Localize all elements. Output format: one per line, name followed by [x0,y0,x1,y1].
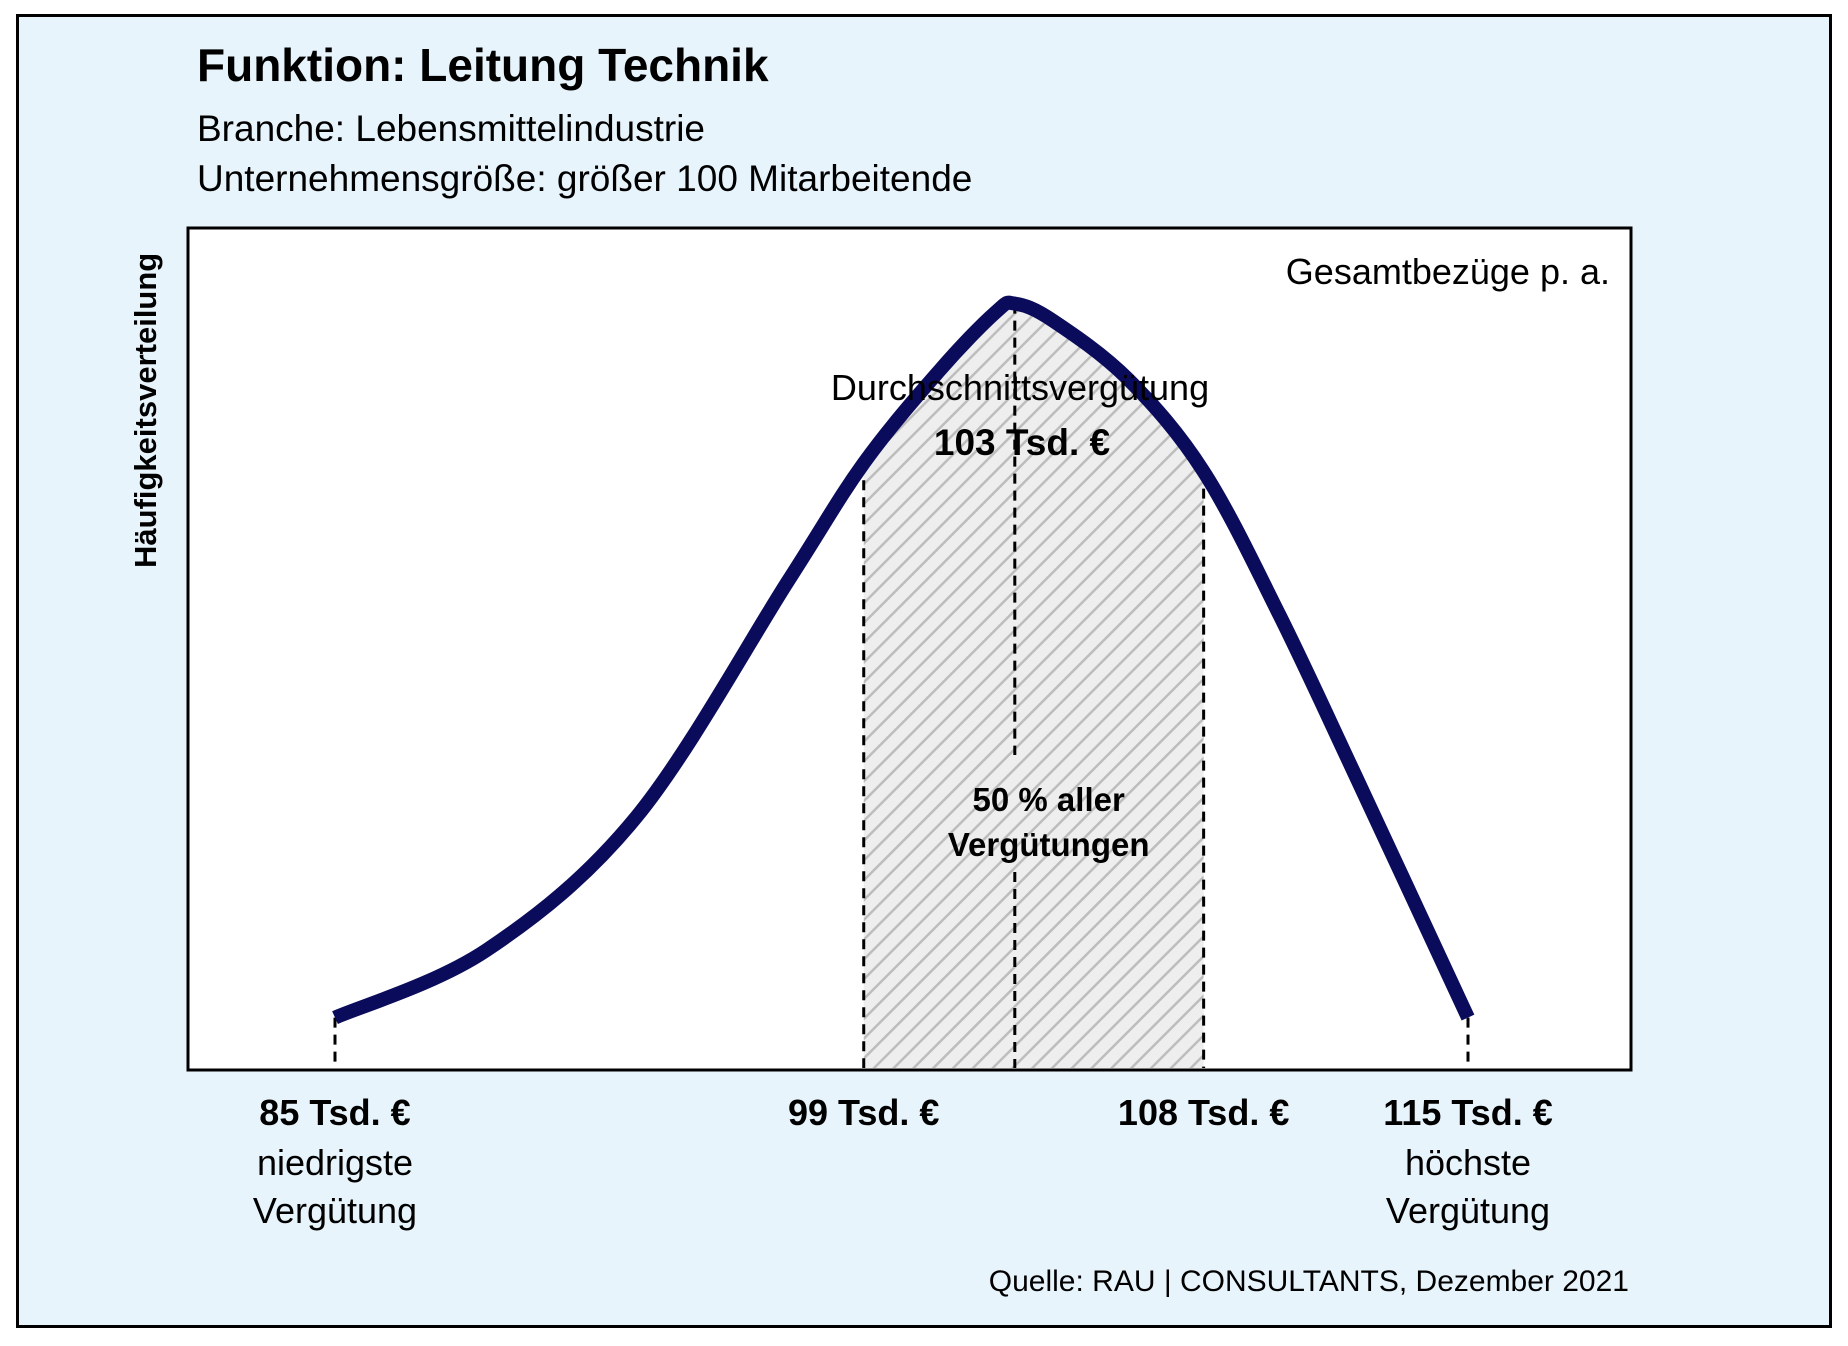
x-tick-note: niedrigste [257,1142,413,1183]
x-tick-label: 85 Tsd. € [259,1092,410,1133]
x-tick-label: 108 Tsd. € [1118,1092,1289,1133]
industry-subtitle: Branche: Lebensmittelindustrie [197,108,706,149]
x-tick-label: 99 Tsd. € [788,1092,939,1133]
range-label-line: Vergütungen [948,826,1150,863]
x-tick-label: 115 Tsd. € [1383,1092,1552,1133]
x-tick-note: höchste [1405,1142,1531,1183]
average-value-label: 103 Tsd. € [934,422,1110,463]
chart-title: Funktion: Leitung Technik [197,39,769,91]
source-note: Quelle: RAU | CONSULTANTS, Dezember 2021 [988,1265,1629,1298]
middle-50-percent-area [863,302,1204,1068]
x-axis-label: Gesamtbezüge p. a. [1286,251,1610,292]
average-title: Durchschnittsvergütung [831,367,1209,408]
x-tick-note: Vergütung [253,1190,417,1231]
range-label-line: 50 % aller [973,781,1125,818]
distribution-curve [332,295,1475,1025]
company-size-subtitle: Unternehmensgröße: größer 100 Mitarbeite… [197,158,973,199]
x-tick-note: Vergütung [1386,1190,1550,1231]
